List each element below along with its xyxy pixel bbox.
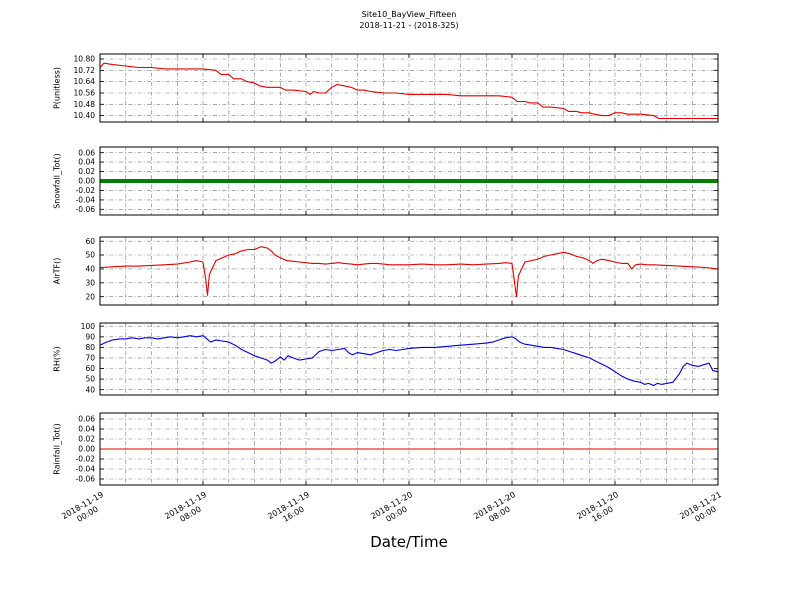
panel-frame-RH [99,322,719,396]
y-tick-label: -0.04 [76,465,96,474]
y-tick-label: 0.00 [78,177,95,186]
y-tick-label: 80 [85,343,95,352]
y-tick-label: 90 [85,332,95,341]
y-tick-label: 40 [85,265,95,274]
y-tick-label: 0.06 [78,148,95,157]
y-tick-label: 50 [85,375,95,384]
y-tick-label: -0.02 [76,455,96,464]
y-tick-label: 60 [85,364,95,373]
y-tick-label: 10.72 [74,66,96,75]
figure-title-line2: 2018-11-21 - (2018-325) [359,20,459,30]
y-tick-label: 60 [85,237,95,246]
y-tick-label: 0.02 [78,435,95,444]
figure-title-line1: Site10_BayView_Fifteen [361,10,457,19]
y-tick-label: -0.04 [76,196,96,205]
y-tick-label: -0.06 [76,205,96,214]
y-tick-label: 40 [85,385,95,394]
y-axis-label-p: P(unitless) [52,66,62,110]
x-axis-title: Date/Time [370,533,448,551]
y-tick-label: 10.64 [74,77,96,86]
y-axis-label-snowfall: Snowfall_Tot() [52,153,62,209]
y-tick-label: 0.04 [78,425,95,434]
y-tick-label: 30 [85,278,95,287]
y-tick-label: 100 [81,322,96,331]
y-axis-label-rainfall: Rainfall_Tot() [52,423,62,475]
y-tick-label: 20 [85,292,95,301]
panel-frame-P [99,53,719,123]
y-tick-label: 0.06 [78,415,95,424]
y-tick-label: 0.00 [78,445,95,454]
y-axis-label-airtf: AirTF() [52,257,62,285]
y-tick-label: 10.48 [74,100,96,109]
y-tick-label: 0.04 [78,158,95,167]
y-tick-label: 10.56 [74,89,96,98]
series-AirTF [99,246,719,298]
y-tick-label: 0.02 [78,167,95,176]
panel-frame-AirTF [99,236,719,306]
panel-frame-Rainfall_Tot [99,412,719,486]
panel-frame-Snowfall_Tot [99,146,719,216]
figure-title: Site10_BayView_Fifteen 2018-11-21 - (201… [359,10,458,32]
y-tick-label: -0.02 [76,186,96,195]
y-tick-label: 10.40 [74,111,96,120]
y-tick-label: 10.80 [74,55,96,64]
y-tick-label: -0.06 [76,475,96,484]
y-tick-label: 50 [85,251,95,260]
y-axis-label-rh: RH(%) [52,346,62,372]
y-tick-label: 70 [85,354,95,363]
series-P [99,62,718,120]
series-RH [99,335,719,387]
